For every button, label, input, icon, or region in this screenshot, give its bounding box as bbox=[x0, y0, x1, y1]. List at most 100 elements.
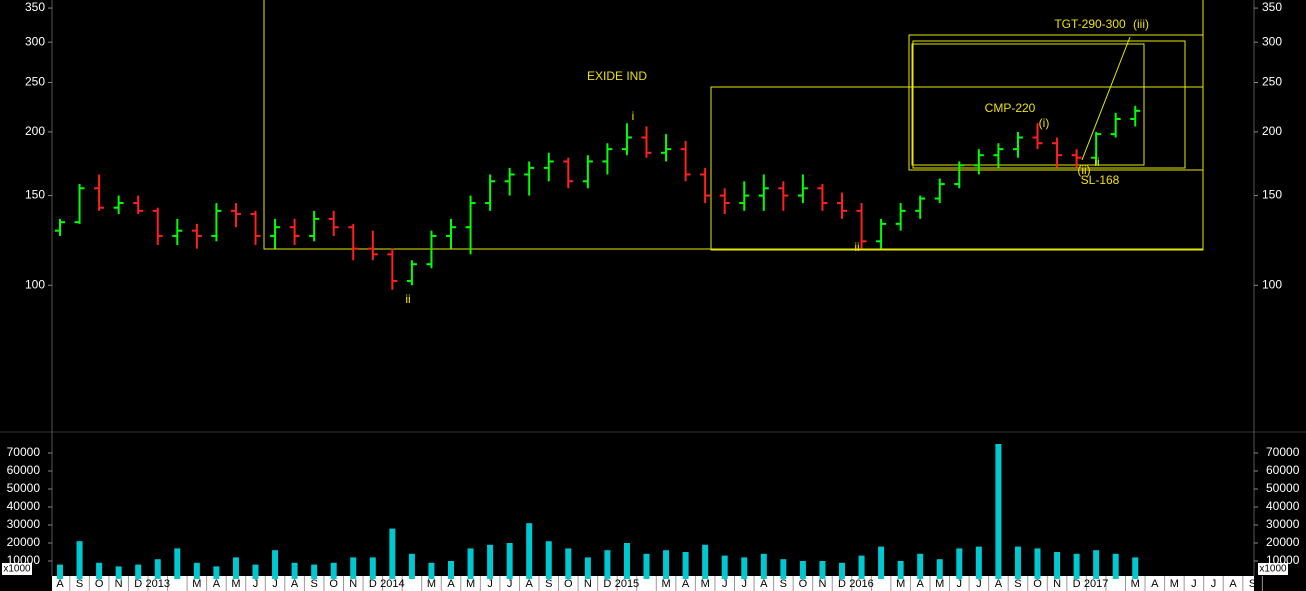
annotation: (iii) bbox=[1133, 17, 1149, 31]
x-tick-label: 2016 bbox=[849, 578, 873, 590]
volume-bar bbox=[819, 561, 826, 579]
volume-bar bbox=[741, 557, 748, 579]
annotation: TGT-290-300 bbox=[1054, 17, 1126, 31]
volume-bar bbox=[213, 566, 220, 579]
x-tick-label: S bbox=[1014, 578, 1021, 590]
volume-tick-label: 50000 bbox=[7, 481, 41, 495]
annotation: i bbox=[632, 109, 635, 123]
x-tick-label: M bbox=[466, 578, 475, 590]
volume-bar bbox=[721, 555, 728, 579]
x-tick-label: A bbox=[56, 578, 64, 590]
x-tick-label: N bbox=[584, 578, 592, 590]
volume-tick-label: 60000 bbox=[7, 463, 41, 477]
x-tick-label: N bbox=[115, 578, 123, 590]
annotation: ii bbox=[1094, 155, 1099, 169]
volume-bar bbox=[799, 561, 806, 579]
x-tick-label: A bbox=[682, 578, 690, 590]
x-tick-label: 2013 bbox=[146, 578, 170, 590]
volume-bar bbox=[858, 555, 865, 579]
x-tick-label: 2015 bbox=[615, 578, 639, 590]
volume-bar bbox=[115, 566, 122, 579]
x-tick-label: D bbox=[838, 578, 846, 590]
x-tick-label: J bbox=[722, 578, 728, 590]
volume-bar bbox=[174, 548, 181, 579]
volume-tick-label: 70000 bbox=[1266, 445, 1300, 459]
x-tick-label: O bbox=[329, 578, 338, 590]
x-tick-label: M bbox=[1131, 578, 1140, 590]
x-tick-label: A bbox=[1151, 578, 1159, 590]
volume-bar bbox=[311, 564, 318, 579]
y-tick-label: 150 bbox=[25, 188, 45, 202]
volume-bar bbox=[995, 444, 1002, 579]
volume-bar bbox=[154, 559, 161, 579]
x-tick-label: A bbox=[995, 578, 1003, 590]
x-tick-label: N bbox=[349, 578, 357, 590]
volume-bar bbox=[1112, 553, 1119, 579]
volume-bar bbox=[487, 544, 494, 579]
x-tick-label: O bbox=[799, 578, 808, 590]
x-tick-label: O bbox=[95, 578, 104, 590]
volume-bar bbox=[526, 523, 533, 579]
volume-bar bbox=[897, 561, 904, 579]
x-tick-label: A bbox=[291, 578, 299, 590]
volume-bar bbox=[780, 559, 787, 579]
volume-bar bbox=[604, 550, 611, 579]
x-tick-label: M bbox=[427, 578, 436, 590]
volume-bar bbox=[1034, 548, 1041, 579]
x-tick-label: O bbox=[1033, 578, 1042, 590]
volume-bar bbox=[545, 541, 552, 579]
volume-bar bbox=[467, 548, 474, 579]
x-tick-label: J bbox=[1211, 578, 1217, 590]
x-tick-label: M bbox=[661, 578, 670, 590]
volume-tick-label: 10000 bbox=[1266, 553, 1300, 567]
volume-bar bbox=[702, 544, 709, 579]
volume-bar bbox=[408, 553, 415, 579]
volume-tick-label: 40000 bbox=[7, 499, 41, 513]
volume-bar bbox=[956, 548, 963, 579]
volume-bar bbox=[252, 564, 259, 579]
volume-bar bbox=[839, 562, 845, 579]
volume-tick-label: 50000 bbox=[1266, 481, 1300, 495]
y-tick-label: 100 bbox=[1262, 277, 1282, 291]
volume-unit: x1000 bbox=[1259, 564, 1287, 575]
x-tick-label: 2017 bbox=[1084, 578, 1108, 590]
range-box bbox=[908, 34, 1204, 171]
x-tick-label: M bbox=[935, 578, 944, 590]
x-tick-label: D bbox=[603, 578, 611, 590]
x-tick-label: M bbox=[701, 578, 710, 590]
y-tick-label: 150 bbox=[1262, 188, 1282, 202]
volume-bar bbox=[682, 552, 689, 579]
annotation: ii bbox=[854, 240, 859, 254]
x-tick-label: S bbox=[76, 578, 83, 590]
volume-tick-label: 20000 bbox=[1266, 535, 1300, 549]
x-tick-label: A bbox=[760, 578, 768, 590]
volume-unit: x1000 bbox=[3, 564, 31, 575]
x-tick-label: A bbox=[526, 578, 534, 590]
volume-bar bbox=[272, 550, 279, 579]
volume-bar bbox=[1073, 553, 1080, 579]
volume-tick-label: 30000 bbox=[7, 517, 41, 531]
volume-bar bbox=[936, 559, 943, 579]
x-tick-label: J bbox=[272, 578, 278, 590]
annotation: ii bbox=[405, 292, 410, 306]
x-tick-label: 2014 bbox=[380, 578, 404, 590]
volume-bar bbox=[448, 561, 454, 579]
volume-bar bbox=[975, 546, 982, 579]
annotation: (ii) bbox=[1077, 163, 1090, 177]
volume-bar bbox=[96, 562, 103, 579]
x-tick-label: N bbox=[818, 578, 826, 590]
volume-bar bbox=[193, 562, 200, 579]
x-tick-label: D bbox=[1073, 578, 1081, 590]
volume-bar bbox=[330, 562, 337, 579]
x-tick-label: A bbox=[213, 578, 221, 590]
x-tick-label: J bbox=[976, 578, 982, 590]
volume-bar bbox=[291, 562, 298, 579]
chart-title: EXIDE IND bbox=[587, 69, 647, 83]
x-tick-label: A bbox=[447, 578, 455, 590]
time-axis-strip bbox=[52, 576, 1254, 591]
x-tick-label: S bbox=[780, 578, 787, 590]
volume-bar bbox=[1014, 546, 1021, 579]
x-tick-label: J bbox=[253, 578, 259, 590]
volume-bar bbox=[389, 528, 396, 579]
